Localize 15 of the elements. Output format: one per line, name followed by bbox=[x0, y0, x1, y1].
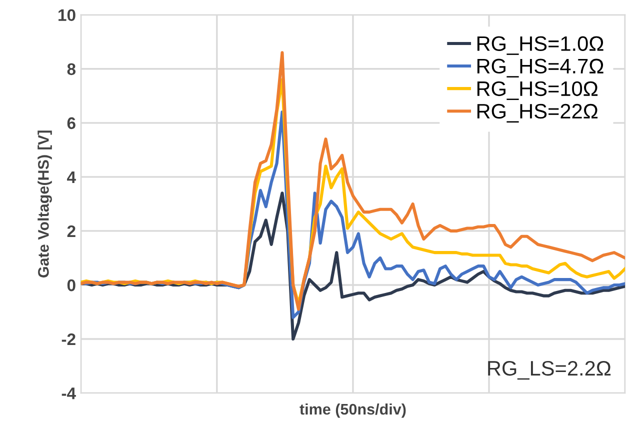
y-tick-label: 6 bbox=[67, 117, 76, 130]
legend-label: RG_HS=1.0Ω bbox=[477, 36, 604, 55]
x-axis-title: time (50ns/div) bbox=[300, 403, 406, 418]
legend-label: RG_HS=22Ω bbox=[477, 104, 598, 123]
y-tick-label: 0 bbox=[67, 279, 76, 292]
y-axis-title: Gate Voltage(HS) [V] bbox=[38, 130, 52, 278]
y-tick-label: 10 bbox=[58, 9, 76, 22]
y-tick-label: 4 bbox=[67, 172, 76, 183]
legend-label: RG_HS=4.7Ω bbox=[477, 58, 604, 78]
y-tick-label: 2 bbox=[67, 225, 76, 237]
y-tick-label: -4 bbox=[62, 388, 76, 400]
legend-label: RG_HS=10Ω bbox=[477, 81, 598, 100]
y-tick-label: -2 bbox=[62, 333, 76, 346]
annotation: RG_LS=2.2Ω bbox=[488, 360, 611, 380]
y-tick-label: 8 bbox=[67, 63, 76, 76]
